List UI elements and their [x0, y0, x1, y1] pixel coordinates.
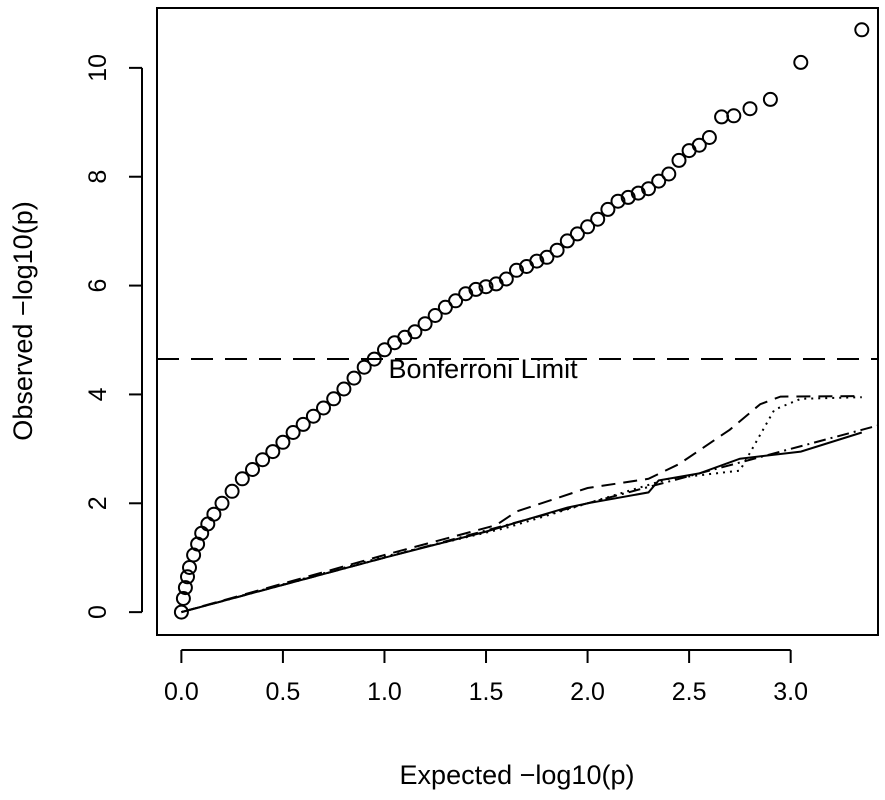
x-axis-title: Expected −log10(p) [400, 760, 635, 790]
data-point [726, 108, 742, 124]
y-tick-label: 10 [84, 54, 112, 82]
y-tick-label: 8 [84, 170, 112, 184]
data-point [448, 293, 464, 309]
data-point [478, 279, 494, 295]
data-point [356, 359, 372, 375]
plot-frame [156, 7, 879, 636]
y-tick-label: 0 [84, 605, 112, 619]
data-point [377, 342, 392, 358]
x-tick-label: 2.0 [570, 678, 605, 706]
x-tick-label: 0.5 [266, 678, 301, 706]
data-point [200, 516, 216, 532]
observed-points [173, 22, 870, 620]
data-point [671, 152, 687, 168]
reference-lines [157, 358, 879, 614]
y-tick-label: 6 [84, 279, 112, 293]
y-axis-title: Observed −log10(p) [8, 201, 38, 440]
data-point [691, 137, 707, 153]
data-point [580, 219, 596, 235]
data-point [714, 109, 730, 125]
data-point [762, 91, 778, 107]
data-point [245, 462, 260, 477]
data-point [600, 201, 616, 217]
data-point [793, 54, 809, 70]
data-point [275, 434, 291, 450]
data-point [529, 253, 545, 269]
x-tick-label: 2.5 [672, 678, 707, 706]
data-point [509, 262, 524, 278]
data-point [407, 324, 423, 340]
x-tick-label: 0.0 [164, 678, 199, 706]
reference-line-dashed [181, 395, 862, 614]
data-point [742, 101, 758, 117]
data-point [175, 591, 191, 606]
data-point [590, 211, 606, 227]
data-point [206, 506, 222, 522]
y-tick-label: 2 [84, 496, 112, 510]
data-point [610, 193, 626, 209]
data-point [569, 226, 585, 242]
x-tick-label: 1.0 [367, 678, 402, 706]
bonferroni-label: Bonferroni Limit [389, 354, 579, 384]
data-point [854, 22, 870, 38]
axes: 0.0 0.5 1.0 1.5 2.0 2.5 3.0 0 2 4 6 8 10 [84, 54, 808, 706]
data-point [234, 471, 250, 487]
data-point [701, 130, 717, 145]
data-point [214, 495, 230, 511]
data-point [194, 525, 210, 541]
data-point [305, 408, 321, 424]
data-point [427, 308, 443, 323]
data-point [661, 166, 677, 182]
x-tick-label: 1.5 [469, 678, 504, 706]
data-point [326, 391, 342, 407]
data-point [651, 173, 667, 189]
y-tick-label: 4 [84, 387, 112, 401]
data-point [265, 444, 281, 460]
data-point [559, 233, 575, 249]
data-point [316, 400, 331, 416]
data-point [366, 351, 382, 367]
data-point [468, 281, 484, 297]
data-point [177, 580, 193, 596]
data-point [224, 483, 240, 499]
data-point [346, 370, 362, 386]
reference-line-dotdash [181, 424, 879, 614]
data-point [285, 425, 301, 440]
data-point [255, 452, 271, 468]
data-point [336, 381, 352, 397]
data-point [182, 560, 197, 575]
data-point [549, 242, 565, 258]
data-point [295, 416, 311, 432]
reference-line-dotted [181, 396, 862, 614]
data-point [641, 181, 656, 197]
data-point [180, 569, 195, 585]
data-point [539, 249, 555, 265]
x-tick-label: 3.0 [773, 678, 808, 706]
data-point [498, 271, 514, 287]
data-point [417, 316, 433, 332]
